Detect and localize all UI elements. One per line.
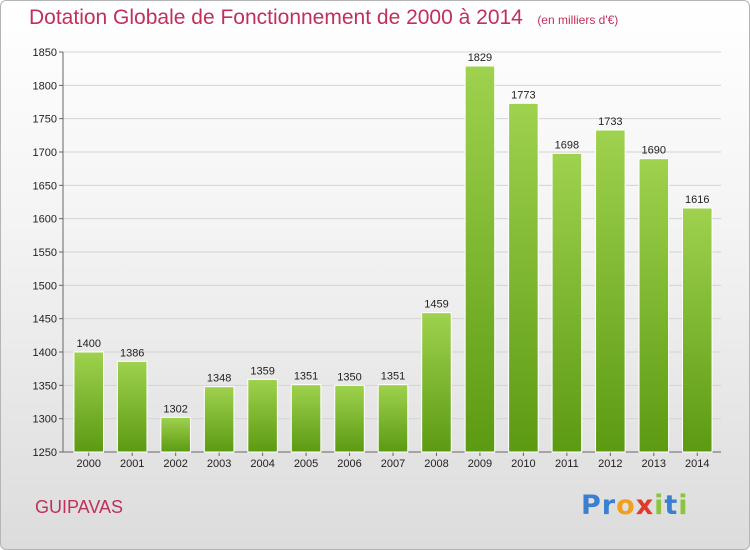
bar-2005[interactable] [290, 384, 322, 453]
data-label-2005: 1351 [294, 371, 318, 383]
bar-2014[interactable] [681, 207, 713, 453]
logo-letter: o [616, 490, 636, 521]
x-tick-label-2012: 2012 [598, 458, 622, 470]
data-label-2009: 1829 [468, 52, 492, 64]
chart-unit-note: (en milliers d'€) [537, 13, 619, 27]
place-name: GUIPAVAS [35, 497, 124, 517]
x-tick-label-2006: 2006 [337, 458, 361, 470]
logo-letter: i [654, 490, 665, 521]
bar-2002[interactable] [160, 416, 191, 453]
y-tick-label: 1600 [33, 214, 57, 226]
logo-letter: P [581, 490, 602, 521]
data-label-2003: 1348 [207, 373, 231, 385]
data-label-2011: 1698 [555, 139, 579, 151]
chart-title: Dotation Globale de Fonctionnement de 20… [29, 6, 618, 30]
y-tick-label: 1250 [33, 447, 57, 459]
x-tick-label-2007: 2007 [381, 458, 405, 470]
bar-2006[interactable] [334, 384, 365, 453]
data-label-2001: 1386 [120, 347, 144, 359]
x-tick-label-2013: 2013 [642, 458, 666, 470]
y-tick-label: 1350 [33, 380, 57, 392]
data-label-2007: 1351 [381, 371, 405, 383]
labels: 1400 1386 1302 1348 1359 1351 1350 1351 1459 1829… [76, 52, 709, 415]
data-label-2008: 1459 [424, 299, 448, 311]
chart-title-text: Dotation Globale de Fonctionnement de 20… [29, 6, 523, 29]
logo-letter: x [635, 490, 655, 521]
x-tick-label-2002: 2002 [163, 458, 187, 470]
logo-letter: r [601, 490, 617, 521]
data-label-2014: 1616 [685, 194, 709, 206]
y-tick-label: 1500 [33, 280, 57, 292]
y-tick-label: 1750 [33, 114, 57, 126]
bar-2008[interactable] [421, 312, 452, 453]
bar-2013[interactable] [638, 158, 670, 453]
x-tick-label-2008: 2008 [424, 458, 448, 470]
data-label-2004: 1359 [250, 365, 274, 377]
x-tick-label-2001: 2001 [120, 458, 144, 470]
bars [73, 65, 713, 453]
y-tick-label: 1650 [33, 180, 57, 192]
x-tick-label-2003: 2003 [207, 458, 231, 470]
y-tick-label: 1800 [33, 80, 57, 92]
proxiti-logo[interactable]: Proxiti [581, 490, 689, 521]
bar-2007[interactable] [377, 384, 409, 453]
x-tick-label-2000: 2000 [76, 458, 100, 470]
x-tick-label-2011: 2011 [555, 458, 579, 470]
bar-2001[interactable] [116, 360, 148, 453]
y-tick-label: 1300 [33, 414, 57, 426]
x-tick-label-2014: 2014 [685, 458, 709, 470]
x-tick-label-2010: 2010 [511, 458, 535, 470]
x-tick-label-2005: 2005 [294, 458, 318, 470]
axes: 1250 1300 1350 1400 1450 1500 1550 1600 1650 1700… [33, 47, 721, 470]
bar-2011[interactable] [551, 152, 583, 453]
bar-2012[interactable] [595, 129, 626, 453]
y-tick-label: 1400 [33, 347, 57, 359]
y-tick-label: 1550 [33, 247, 57, 259]
data-label-2010: 1773 [511, 89, 535, 101]
x-tick-label-2009: 2009 [468, 458, 492, 470]
bar-2004[interactable] [247, 378, 278, 453]
data-label-2012: 1733 [598, 116, 622, 128]
y-tick-label: 1700 [33, 147, 57, 159]
x-tick-label-2004: 2004 [250, 458, 274, 470]
bar-2010[interactable] [508, 102, 539, 453]
data-label-2013: 1690 [642, 145, 666, 157]
logo-letter: i [678, 490, 689, 521]
bar-2003[interactable] [203, 386, 235, 453]
bar-2000[interactable] [73, 351, 105, 453]
logo-letter: t [664, 490, 679, 521]
data-label-2002: 1302 [163, 403, 187, 415]
bar-2009[interactable] [464, 65, 496, 453]
data-label-2006: 1350 [337, 371, 361, 383]
y-tick-label: 1450 [33, 314, 57, 326]
data-label-2000: 1400 [76, 338, 100, 350]
y-tick-label: 1850 [33, 47, 57, 59]
